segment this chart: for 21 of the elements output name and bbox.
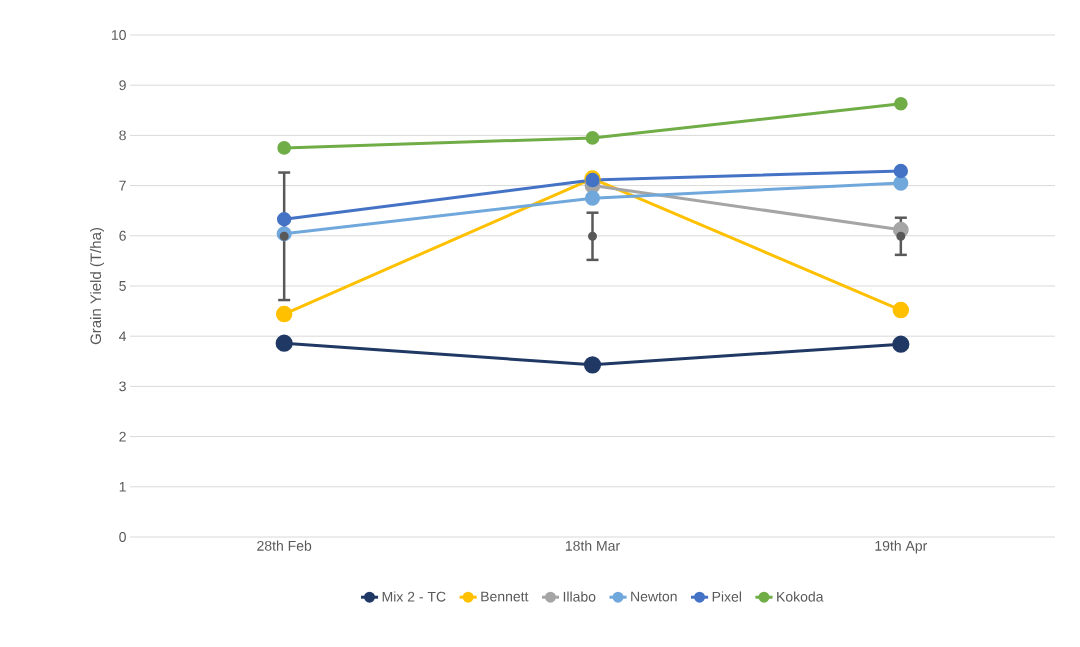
y-tick-label: 1 [119,481,126,492]
y-tick-label: 8 [119,130,126,141]
y-tick-label: 3 [119,381,126,392]
legend-label: Mix 2 - TC [382,591,446,602]
y-tick-label: 0 [119,532,126,542]
x-tick-label: 19th Apr [875,540,928,554]
x-tick-label: 18th Mar [565,540,620,551]
legend-label: Newton [631,591,677,602]
legend-label: Illabo [563,591,596,602]
y-tick-label: 10 [111,30,126,40]
y-tick-label: 6 [119,230,126,241]
legend-label: Pixel [712,591,742,602]
x-tick-label: 28th Feb [257,540,312,551]
y-axis-title: Grain Yield (T/ha) [90,228,105,345]
y-tick-label: 2 [119,431,126,442]
y-tick-label: 9 [119,80,126,91]
legend-label: Bennett [481,591,529,602]
y-tick-label: 5 [119,281,126,291]
y-tick-label: 4 [119,331,127,342]
y-tick-label: 7 [119,180,126,191]
legend-label: Kokoda [777,591,824,602]
